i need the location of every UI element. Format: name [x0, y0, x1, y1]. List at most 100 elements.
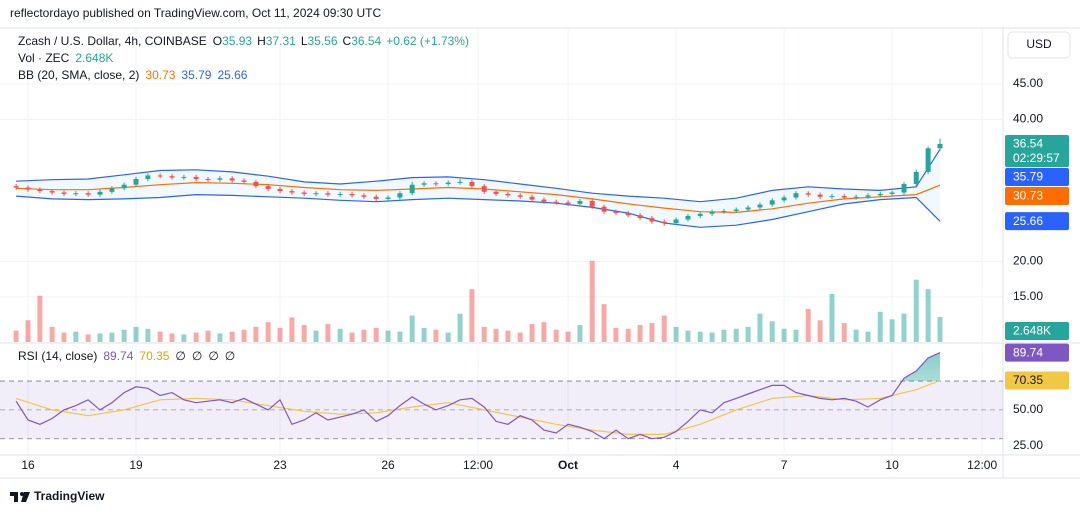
candle-body	[565, 202, 571, 204]
volume-bar	[13, 330, 19, 342]
candle-body	[757, 204, 763, 208]
y-tick-label: 40.00	[1013, 112, 1043, 126]
ohlc-label: L	[301, 34, 308, 48]
x-tick-label: 12:00	[463, 458, 493, 472]
y-tick-label: 15.00	[1013, 289, 1043, 303]
volume-bar	[421, 327, 427, 342]
rsi-badge	[1005, 343, 1069, 362]
plot-layer	[0, 28, 1003, 455]
candle-body	[553, 201, 559, 203]
x-tick-label: 16	[21, 458, 35, 472]
y-tick-label: 50.00	[1013, 402, 1043, 416]
volume-bar	[337, 328, 343, 342]
ohlc-label: H	[257, 34, 266, 48]
candle-body	[445, 182, 451, 184]
candle-body	[613, 211, 619, 214]
volume-bar	[49, 326, 55, 342]
volume-bar	[181, 334, 187, 342]
candle-body	[253, 181, 259, 187]
ohlc-value: 35.93	[222, 34, 252, 48]
candle-body	[145, 175, 151, 180]
ohlc-value: 36.54	[351, 34, 381, 48]
candle-body	[481, 186, 487, 192]
x-tick-label: 19	[129, 458, 143, 472]
volume-bar	[637, 325, 643, 342]
candle-body	[325, 193, 331, 195]
ohlc-label: C	[343, 34, 352, 48]
volume-bar	[937, 317, 943, 342]
bb-name: BB (20, SMA, close, 2)	[18, 68, 139, 82]
symbol-legend: Zcash / U.S. Dollar, 4h, COINBASE O35.93 H…	[18, 34, 469, 48]
volume-bar	[493, 328, 499, 342]
candle-body	[601, 206, 607, 212]
candle-body	[469, 181, 475, 187]
candle-body	[769, 200, 775, 205]
bb-upper-value: 35.79	[181, 68, 211, 82]
price-badge-label: 25.66	[1013, 214, 1043, 228]
candle-body	[277, 188, 283, 192]
volume-bar	[145, 328, 151, 342]
price-badge	[1005, 212, 1069, 231]
candle-body	[217, 178, 223, 180]
bb-lower	[16, 193, 941, 228]
volume-bar	[361, 329, 367, 342]
volume-bar	[517, 332, 523, 342]
volume-bar	[85, 334, 91, 342]
volume-bar	[409, 315, 415, 342]
volume-bar	[109, 332, 115, 342]
volume-bar	[529, 324, 535, 342]
volume-bar	[301, 325, 307, 342]
candle-body	[385, 197, 391, 199]
candle-body	[133, 179, 139, 185]
volume-bar	[649, 323, 655, 342]
currency-button[interactable]	[1007, 31, 1071, 59]
volume-bar	[781, 328, 787, 342]
candle-body	[733, 209, 739, 211]
rsi-empty: ∅	[225, 349, 235, 363]
candle-body	[301, 192, 307, 194]
bb-basis-value: 30.73	[145, 68, 175, 82]
rsi-band-fill	[0, 381, 1003, 439]
candle-body	[109, 188, 115, 192]
volume-bar	[169, 333, 175, 342]
volume-bar	[205, 330, 211, 342]
candle-body	[637, 215, 643, 219]
candle-body	[97, 191, 103, 195]
volume-bar	[217, 333, 223, 342]
candle-body	[889, 192, 895, 194]
candle-body	[925, 148, 931, 172]
volume-bar	[685, 330, 691, 342]
candle-body	[937, 143, 943, 149]
rsi-legend: RSI (14, close) 89.74 70.35 ∅ ∅ ∅ ∅	[18, 349, 235, 363]
price-badge-label: 35.79	[1013, 170, 1043, 184]
rsi-badge-label: 70.35	[1013, 373, 1043, 387]
candle-body	[289, 191, 295, 193]
volume-bar	[853, 329, 859, 342]
volume-bar	[541, 322, 547, 342]
y-tick-label: 25.00	[1013, 438, 1043, 452]
volume-name: Vol · ZEC	[18, 51, 70, 65]
candle-body	[901, 184, 907, 193]
volume-bar	[817, 320, 823, 342]
candle-body	[205, 179, 211, 181]
candle-body	[649, 218, 655, 222]
volume-bar	[865, 331, 871, 342]
volume-bar	[325, 324, 331, 342]
bb-upper	[16, 148, 941, 203]
volume-bar	[889, 319, 895, 342]
volume-bar	[577, 325, 583, 342]
rsi-ma-value: 70.35	[139, 349, 169, 363]
rsi-value: 89.74	[103, 349, 133, 363]
volume-bar	[721, 329, 727, 342]
candle-body	[73, 193, 79, 195]
volume-bar	[841, 323, 847, 342]
candle-body	[49, 191, 55, 193]
volume-bar	[481, 326, 487, 342]
currency-label[interactable]: USD	[1026, 37, 1052, 51]
candle-body	[397, 193, 403, 198]
volume-bar	[373, 327, 379, 342]
rsi-empty: ∅	[208, 349, 218, 363]
candle-body	[517, 195, 523, 197]
candle-body	[853, 196, 859, 198]
